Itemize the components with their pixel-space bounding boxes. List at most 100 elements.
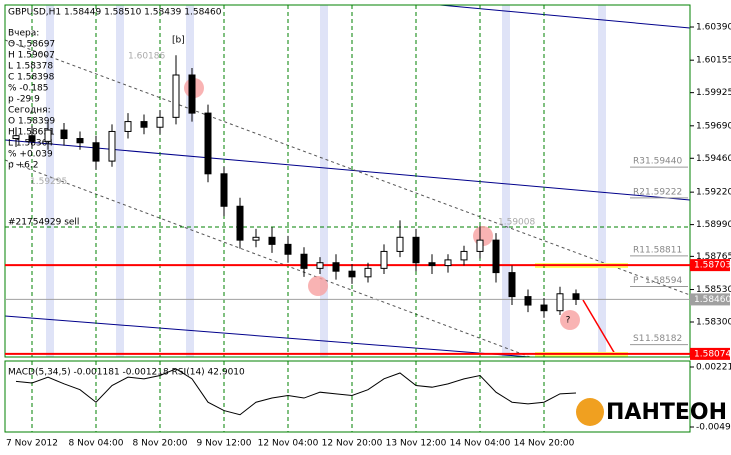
time-bands — [46, 5, 606, 357]
logo-text: ПАНТЕОН — [606, 400, 727, 425]
pivot-label: 1.58811 — [645, 245, 682, 255]
candle-body — [12, 135, 20, 140]
candle-body — [508, 272, 516, 298]
candle-body — [412, 236, 420, 264]
pivot-name: S1 — [633, 334, 644, 344]
candle-body — [268, 236, 276, 245]
info-line: C 1.58398 — [8, 73, 55, 83]
pivot-name: R1 — [633, 245, 645, 255]
level-box — [690, 293, 730, 306]
level-label: 1.58703 — [694, 261, 731, 271]
candle-body — [476, 239, 484, 252]
x-tick-label: 12 Nov 04:00 — [258, 439, 319, 449]
pivot-label: 1.58182 — [645, 334, 682, 344]
candle-body — [572, 293, 580, 300]
pivot-name: R2 — [633, 187, 645, 197]
x-tick-label: 13 Nov 12:00 — [386, 439, 447, 449]
logo: ПАНТЕОН — [576, 398, 727, 426]
level-label: 1.58460 — [694, 295, 731, 305]
candle-body — [124, 121, 132, 132]
info-line: p -29.9 — [8, 95, 40, 105]
price-annotation: 1.59295 — [30, 177, 67, 187]
candle-body — [300, 253, 308, 269]
pivot-label: 1.59440 — [645, 157, 682, 167]
level-box — [690, 259, 730, 272]
candle-body — [396, 236, 404, 252]
x-tick-label: 8 Nov 04:00 — [69, 439, 124, 449]
info-line: p +6.2 — [8, 161, 38, 171]
question-label: ? — [566, 316, 571, 326]
y-tick-label: 1.59220 — [696, 188, 731, 198]
x-tick-label: 8 Nov 20:00 — [133, 439, 188, 449]
y-tick-label: 1.59460 — [696, 154, 731, 164]
candle-body — [44, 129, 52, 142]
candle-body — [364, 267, 372, 278]
candle-body — [492, 239, 500, 274]
pivot-name: R3 — [633, 157, 645, 167]
pivot-label: 1.59222 — [645, 187, 682, 197]
info-line: O 1.58697 — [8, 40, 55, 50]
candle-body — [556, 293, 564, 312]
info-line: Вчера: — [8, 29, 39, 39]
y-tick-label: 1.58530 — [696, 285, 731, 295]
x-tick-label: 14 Nov 04:00 — [450, 439, 511, 449]
x-tick-label: 9 Nov 12:00 — [197, 439, 252, 449]
info-line: H 1.59007 — [8, 51, 55, 61]
indicator-frame — [4, 360, 691, 433]
y-tick-label: 1.58765 — [696, 252, 731, 262]
candle-body — [380, 250, 388, 269]
pivot-name: P — [633, 276, 639, 286]
candle-body — [316, 262, 324, 269]
level-label: 1.58074 — [694, 349, 731, 359]
wave-label: [b] — [172, 36, 185, 46]
y-tick-label: 1.60390 — [696, 23, 731, 33]
candle-body — [428, 262, 436, 267]
info-line: L 1.58364 — [8, 139, 53, 149]
indicator-title: MACD(5,34,5) -0.001181 -0.001218 RSI(14)… — [8, 368, 245, 378]
x-tick-label: 7 Nov 2012 — [6, 439, 58, 449]
x-tick-label: 14 Nov 20:00 — [514, 439, 575, 449]
candle-body — [220, 173, 228, 207]
indicator-tick-label: 0.002218 — [696, 363, 731, 373]
x-tick-label: 12 Nov 20:00 — [322, 439, 383, 449]
price-annotation: 1.60186 — [128, 51, 165, 61]
candle-body — [524, 296, 532, 306]
pivot-label: 1.58594 — [645, 276, 682, 286]
candle-body — [204, 112, 212, 175]
info-line: % +0.039 — [8, 150, 53, 160]
candle-body — [332, 262, 340, 272]
candle-body — [172, 74, 180, 118]
y-tick-label: 1.59925 — [696, 88, 731, 98]
y-tick-label: 1.58990 — [696, 220, 731, 230]
candle-body — [540, 304, 548, 312]
candle-body — [28, 135, 36, 142]
candle-body — [444, 259, 452, 267]
candle-body — [156, 116, 164, 128]
candle-body — [76, 138, 84, 144]
indicator-tick-label: -0.00497 — [696, 423, 731, 433]
price-annotation: 1.59008 — [498, 218, 535, 228]
plot-frame — [4, 4, 691, 358]
indicator-line — [15, 368, 577, 416]
candle-body — [236, 205, 244, 241]
order-label: #21754929 sell — [8, 218, 79, 228]
y-tick-label: 1.58300 — [696, 317, 731, 327]
candle-body — [60, 129, 68, 140]
candle-body — [348, 270, 356, 278]
candle-body — [284, 243, 292, 255]
info-line: Сегодня: — [8, 106, 51, 116]
candle-body — [252, 236, 260, 241]
chart-title: GBPUSD,H1 1.58449 1.58510 1.58439 1.5846… — [8, 8, 222, 18]
candle-body — [188, 74, 196, 114]
y-tick-label: 1.59690 — [696, 121, 731, 131]
info-line: L 1.58378 — [8, 62, 53, 72]
candle-body — [460, 250, 468, 261]
candle-body — [140, 121, 148, 128]
level-box — [690, 347, 730, 360]
y-tick-label: 1.60155 — [696, 56, 731, 66]
info-line: % -0.185 — [8, 84, 48, 94]
info-line: H 1.58651 — [8, 128, 55, 138]
info-line: O 1.58399 — [8, 117, 55, 127]
candle-body — [92, 142, 100, 162]
